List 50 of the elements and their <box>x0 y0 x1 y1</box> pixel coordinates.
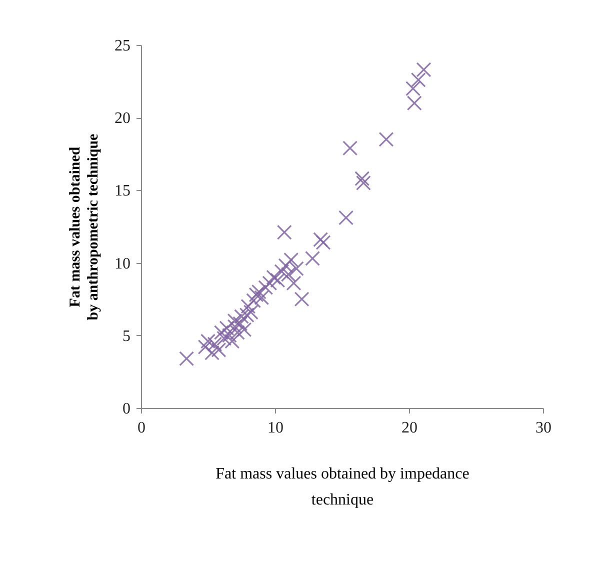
point <box>234 309 250 324</box>
point <box>243 304 258 320</box>
point <box>240 298 256 314</box>
point <box>222 328 237 343</box>
point <box>204 345 220 360</box>
x-axis-title: Fat mass values obtained by impedance technique <box>216 466 470 508</box>
point <box>406 81 421 96</box>
point <box>276 224 292 240</box>
point <box>251 284 266 300</box>
point <box>179 351 194 366</box>
point <box>246 293 262 308</box>
point <box>207 336 222 352</box>
point <box>410 72 426 88</box>
y-tick-label: 15 <box>114 182 130 200</box>
point <box>342 140 358 156</box>
x-tick-label: 10 <box>268 420 284 436</box>
point <box>356 175 371 190</box>
point <box>200 334 216 349</box>
y-tick-label: 25 <box>114 38 130 54</box>
y-tick-label: 5 <box>122 328 130 345</box>
point <box>258 280 274 295</box>
y-tick-label: 20 <box>114 110 130 128</box>
point <box>270 272 286 288</box>
point <box>239 308 254 323</box>
point <box>248 287 264 302</box>
point <box>416 62 432 78</box>
point <box>378 132 394 147</box>
point <box>224 334 240 349</box>
y-axis-title: Fat mass values obtained by anthropometric technique <box>68 133 102 320</box>
point <box>262 276 278 291</box>
point <box>294 292 310 307</box>
point <box>219 320 234 336</box>
point <box>406 96 422 111</box>
point <box>284 252 299 268</box>
point <box>216 330 232 346</box>
point <box>338 210 354 226</box>
point <box>305 250 320 266</box>
point <box>227 319 242 334</box>
point <box>354 171 370 186</box>
y-tick-label: 0 <box>122 400 130 418</box>
y-tick-label: 10 <box>114 255 130 272</box>
point <box>227 313 242 328</box>
point <box>286 276 302 291</box>
x-tick-label: 0 <box>138 420 146 436</box>
x-tick-label: 20 <box>402 420 418 436</box>
point <box>278 258 294 274</box>
point <box>232 316 248 332</box>
point <box>254 290 270 306</box>
x-tick-label: 30 <box>536 420 552 436</box>
point <box>236 322 252 338</box>
